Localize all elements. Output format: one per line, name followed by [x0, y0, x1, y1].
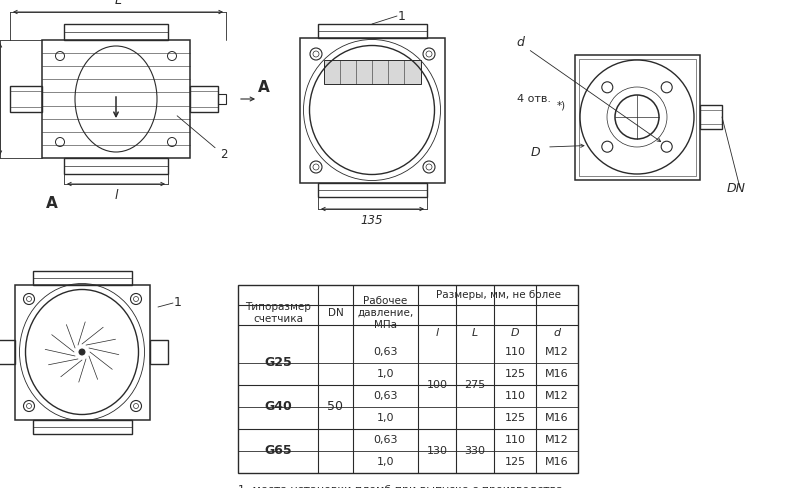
Text: 1- места установки пломб при выпуске с производства.: 1- места установки пломб при выпуске с п…: [238, 485, 566, 488]
Text: 275: 275: [464, 380, 486, 390]
Text: l: l: [435, 328, 438, 338]
Text: M16: M16: [545, 457, 569, 467]
Bar: [575, 55, 700, 180]
Text: 4 отв.: 4 отв.: [517, 94, 551, 104]
Circle shape: [79, 349, 85, 355]
Bar: [238, 285, 578, 473]
Text: 125: 125: [505, 369, 526, 379]
Bar: [318, 24, 427, 38]
Text: 1,0: 1,0: [377, 369, 394, 379]
Bar: [218, 94, 226, 104]
Bar: [64, 158, 168, 174]
Text: M16: M16: [545, 413, 569, 423]
Text: L: L: [472, 328, 478, 338]
Text: 100: 100: [426, 380, 447, 390]
Text: Рабочее
давление,
МПа: Рабочее давление, МПа: [358, 296, 414, 330]
Bar: [300, 38, 445, 183]
Bar: [190, 86, 218, 112]
Bar: [579, 59, 696, 176]
Text: 110: 110: [505, 435, 526, 445]
Text: 110: 110: [505, 391, 526, 401]
Text: A: A: [258, 80, 270, 95]
Text: Размеры, мм, не более: Размеры, мм, не более: [435, 290, 561, 300]
Text: Типоразмер
счетчика: Типоразмер счетчика: [245, 302, 311, 324]
Text: 2: 2: [177, 116, 227, 162]
Text: 0,63: 0,63: [374, 391, 398, 401]
Text: A: A: [46, 196, 58, 211]
Text: G25: G25: [264, 357, 292, 369]
Text: 125: 125: [505, 457, 526, 467]
Text: G65: G65: [264, 445, 292, 458]
Text: DN: DN: [727, 182, 746, 195]
Text: *): *): [557, 100, 566, 110]
Bar: [33, 271, 132, 285]
Text: M12: M12: [545, 347, 569, 357]
Text: 110: 110: [505, 347, 526, 357]
Text: l: l: [114, 189, 118, 202]
Text: 0,63: 0,63: [374, 435, 398, 445]
Text: D: D: [510, 328, 519, 338]
Text: 0,63: 0,63: [374, 347, 398, 357]
Text: M16: M16: [545, 369, 569, 379]
Text: D: D: [530, 145, 540, 159]
Text: 1: 1: [174, 297, 182, 309]
Text: 125: 125: [505, 413, 526, 423]
Text: 130: 130: [426, 446, 447, 456]
Text: 1,0: 1,0: [377, 457, 394, 467]
Bar: [42, 40, 190, 158]
Bar: [33, 420, 132, 434]
Text: 1: 1: [398, 9, 406, 22]
Bar: [10, 86, 42, 112]
Bar: [700, 105, 722, 129]
Text: G40: G40: [264, 401, 292, 413]
Text: d: d: [554, 328, 561, 338]
Text: 135: 135: [361, 214, 383, 227]
Bar: [0, 340, 15, 364]
Bar: [318, 183, 427, 197]
Text: M12: M12: [545, 435, 569, 445]
Bar: [150, 340, 168, 364]
Bar: [15, 285, 150, 420]
Bar: [324, 60, 421, 84]
Text: L: L: [114, 0, 122, 7]
Text: DN: DN: [328, 308, 343, 318]
Bar: [64, 24, 168, 40]
Text: 330: 330: [465, 446, 486, 456]
Text: d: d: [516, 37, 524, 49]
Text: M12: M12: [545, 391, 569, 401]
Text: 50: 50: [327, 401, 343, 413]
Text: 1,0: 1,0: [377, 413, 394, 423]
